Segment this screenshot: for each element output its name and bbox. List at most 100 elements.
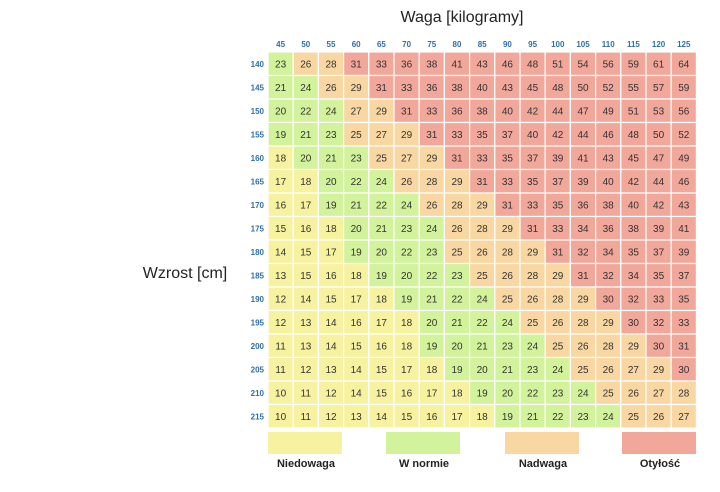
heatmap-cell-value: 31 xyxy=(426,130,438,141)
heatmap-cell-value: 17 xyxy=(351,294,363,305)
y-tick-label: 140 xyxy=(251,60,265,69)
y-tick-label: 195 xyxy=(251,318,265,327)
heatmap-cell-value: 25 xyxy=(376,153,388,164)
heatmap-cell-value: 31 xyxy=(477,177,489,188)
heatmap-cell-value: 19 xyxy=(376,271,388,282)
heatmap-cell-value: 10 xyxy=(275,412,287,423)
heatmap-cell-value: 42 xyxy=(628,177,640,188)
heatmap-cell-value: 40 xyxy=(628,200,640,211)
x-tick-label: 70 xyxy=(402,40,411,49)
legend-label: Nadwaga xyxy=(519,458,568,470)
heatmap-cell-value: 21 xyxy=(376,224,388,235)
heatmap-cell-value: 28 xyxy=(325,59,337,70)
y-tick-label: 170 xyxy=(251,201,265,210)
heatmap-cell-value: 28 xyxy=(426,177,438,188)
heatmap-cell-value: 16 xyxy=(401,388,413,399)
x-tick-label: 85 xyxy=(478,40,487,49)
heatmap-cell-value: 18 xyxy=(401,318,413,329)
heatmap-cell-value: 56 xyxy=(603,59,615,70)
y-tick-label: 190 xyxy=(251,295,265,304)
heatmap-cell-value: 32 xyxy=(628,294,640,305)
legend-label: Otyłość xyxy=(640,458,680,470)
heatmap-cell-value: 34 xyxy=(628,271,640,282)
heatmap-cell-value: 25 xyxy=(527,318,539,329)
heatmap-cell-value: 29 xyxy=(451,177,463,188)
heatmap-cell-value: 31 xyxy=(502,200,514,211)
heatmap-cell-value: 24 xyxy=(300,83,312,94)
heatmap-cell-value: 22 xyxy=(527,388,539,399)
heatmap-cell-value: 31 xyxy=(451,153,463,164)
heatmap-cell-value: 17 xyxy=(300,200,312,211)
heatmap-cell-value: 43 xyxy=(603,153,615,164)
heatmap-cell-value: 57 xyxy=(653,83,665,94)
heatmap-cell-value: 22 xyxy=(426,271,438,282)
heatmap-cell-value: 33 xyxy=(527,200,539,211)
x-tick-label: 95 xyxy=(528,40,537,49)
heatmap-cell-value: 32 xyxy=(577,247,589,258)
heatmap-cell-value: 18 xyxy=(275,153,287,164)
heatmap-cell-value: 18 xyxy=(451,388,463,399)
x-tick-label: 55 xyxy=(327,40,336,49)
heatmap-cell-value: 39 xyxy=(577,177,589,188)
heatmap-cell-value: 36 xyxy=(577,200,589,211)
heatmap-cell-value: 46 xyxy=(678,177,690,188)
heatmap-cell-value: 25 xyxy=(451,247,463,258)
y-tick-label: 155 xyxy=(251,130,265,139)
heatmap-cell-value: 31 xyxy=(678,341,690,352)
heatmap-cell-value: 27 xyxy=(401,153,413,164)
heatmap-cell-value: 40 xyxy=(477,83,489,94)
heatmap-cell-value: 21 xyxy=(477,341,489,352)
heatmap-cell-value: 26 xyxy=(300,59,312,70)
heatmap-cell-value: 29 xyxy=(577,294,589,305)
heatmap-cell-value: 30 xyxy=(678,365,690,376)
heatmap-cell-value: 33 xyxy=(653,294,665,305)
heatmap-cell-value: 36 xyxy=(603,224,615,235)
heatmap-cell-value: 26 xyxy=(603,365,615,376)
heatmap-cell-value: 28 xyxy=(577,318,589,329)
heatmap-cell-value: 33 xyxy=(376,59,388,70)
heatmap-cell-value: 22 xyxy=(401,247,413,258)
heatmap-cell-value: 33 xyxy=(477,153,489,164)
x-tick-label: 75 xyxy=(427,40,436,49)
legend-swatch xyxy=(386,432,460,454)
heatmap-cell-value: 15 xyxy=(275,224,287,235)
heatmap-cell-value: 48 xyxy=(552,83,564,94)
heatmap-cell-value: 16 xyxy=(325,271,337,282)
heatmap-cell-value: 20 xyxy=(325,177,337,188)
heatmap-cell-value: 31 xyxy=(376,83,388,94)
heatmap-cell-value: 20 xyxy=(502,388,514,399)
heatmap-cell-value: 19 xyxy=(275,130,287,141)
heatmap-cell-value: 13 xyxy=(351,412,363,423)
heatmap-cell-value: 20 xyxy=(401,271,413,282)
heatmap-cell-value: 37 xyxy=(653,247,665,258)
heatmap-cell-value: 30 xyxy=(628,318,640,329)
heatmap-cell-value: 24 xyxy=(477,294,489,305)
heatmap-cell-value: 43 xyxy=(502,83,514,94)
heatmap-cell-value: 26 xyxy=(426,200,438,211)
heatmap-cell-value: 44 xyxy=(577,130,589,141)
heatmap-cell-value: 23 xyxy=(426,247,438,258)
heatmap-cell-value: 23 xyxy=(527,365,539,376)
heatmap-cell-value: 37 xyxy=(502,130,514,141)
heatmap-cell-value: 52 xyxy=(678,130,690,141)
heatmap-cell-value: 44 xyxy=(653,177,665,188)
x-tick-label: 110 xyxy=(602,40,615,49)
heatmap-cell-value: 26 xyxy=(451,224,463,235)
heatmap-cell-value: 18 xyxy=(351,271,363,282)
heatmap-cell-value: 15 xyxy=(300,247,312,258)
legend: Niedowaga W normie Nadwaga Otyłość xyxy=(268,432,696,470)
heatmap-cell-value: 56 xyxy=(678,106,690,117)
heatmap-cell-value: 47 xyxy=(577,106,589,117)
chart-title: Waga [kilogramy] xyxy=(401,9,524,26)
heatmap-cell-value: 12 xyxy=(325,412,337,423)
heatmap-cell-value: 32 xyxy=(653,318,665,329)
heatmap-cell-value: 29 xyxy=(351,83,363,94)
heatmap-cell-value: 24 xyxy=(603,412,615,423)
heatmap-cell-value: 29 xyxy=(552,271,564,282)
y-tick-label: 175 xyxy=(251,224,265,233)
heatmap-cell-value: 25 xyxy=(628,412,640,423)
heatmap-cell-value: 45 xyxy=(628,153,640,164)
heatmap-cell-value: 17 xyxy=(451,412,463,423)
heatmap-cells: 23 26 28 31 33 36 38 41 43 46 48 51 54 56 59 61 64 21 24 26… xyxy=(267,51,698,429)
heatmap-cell-value: 64 xyxy=(678,59,690,70)
